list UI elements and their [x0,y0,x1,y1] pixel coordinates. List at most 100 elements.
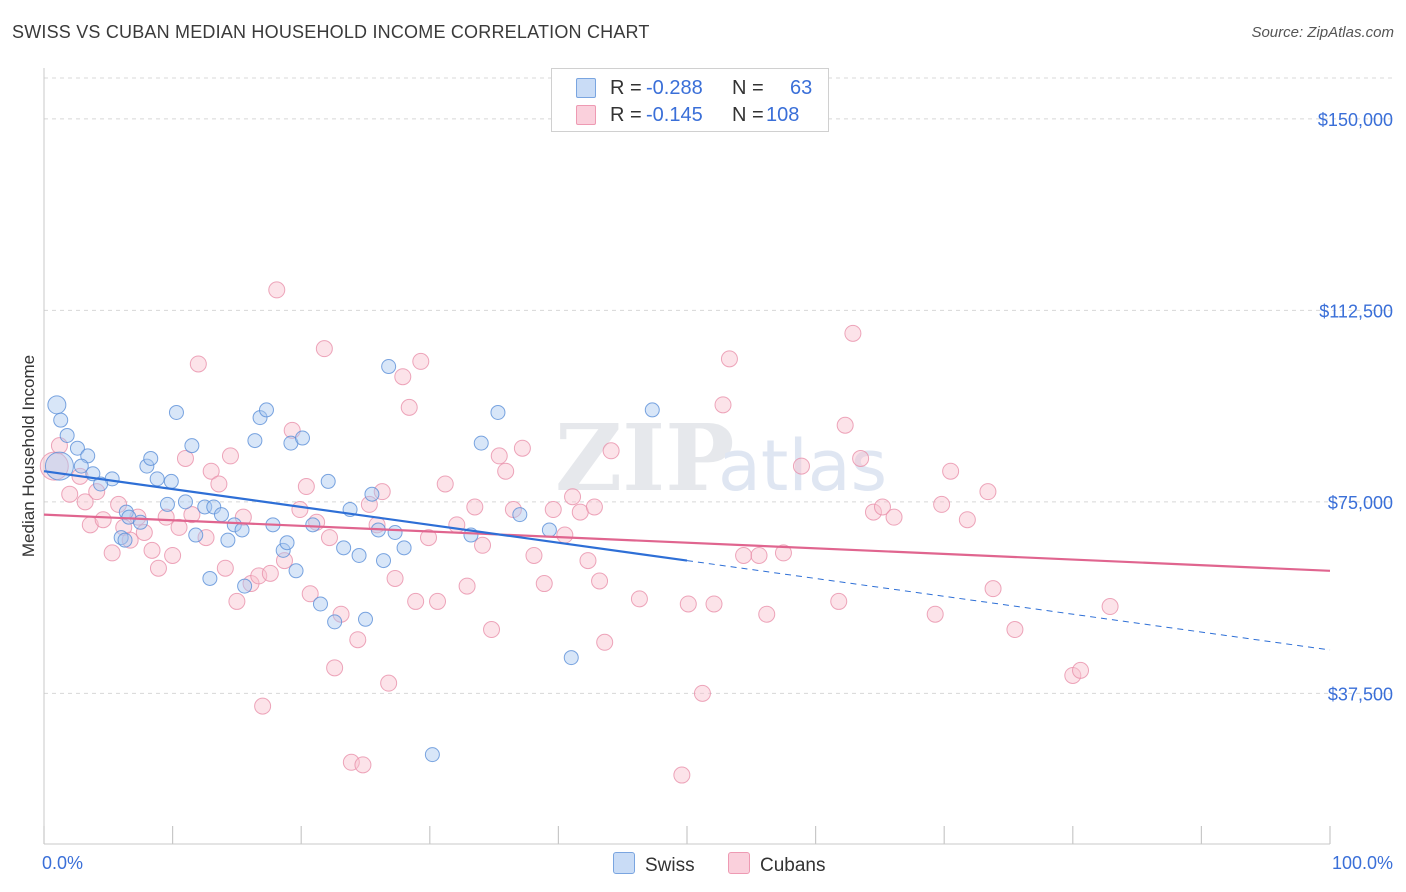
cubans-point [197,529,215,547]
cubans-n-value: 108 [766,104,800,126]
swiss-point [288,563,304,579]
cubans-point [836,416,854,434]
swiss-point [364,486,380,502]
swiss-r-value: -0.288 [646,77,703,99]
cubans-trend-line [43,513,1331,572]
cubans-point [234,508,252,526]
y-tick-label: $37,500 [1328,684,1393,704]
cubans-point [830,592,848,610]
swiss-point [234,522,250,538]
swiss-point [213,507,229,523]
cubans-legend-label: Cubans [760,855,826,876]
cubans-point [373,483,391,501]
cubans-point [774,544,792,562]
cubans-point [591,572,609,590]
swiss-point [143,450,159,466]
cubans-point [714,396,732,414]
swiss-point [237,578,253,594]
cubans-points [39,281,1119,784]
watermark-zip: ZIP [555,404,734,512]
cubans-point [844,324,862,342]
cubans-point [852,449,870,467]
y-tick-label: $150,000 [1318,110,1393,130]
cubans-point [958,511,976,529]
watermark: ZIP atlas [555,404,887,512]
cubans-point [110,495,128,513]
swiss-swatch [576,78,596,98]
cubans-point [673,766,691,784]
cubans-point [301,585,319,603]
swiss-point [247,433,263,449]
cubans-point [268,281,286,299]
cubans-point [513,439,531,457]
cubans-point [942,462,960,480]
cubans-point [864,503,882,521]
cubans-point [579,552,597,570]
swiss-point [396,540,412,556]
cubans-point [202,462,220,480]
cubans-point [210,475,228,493]
swiss-point [644,402,660,418]
swiss-r-label: R = [610,77,642,99]
swiss-point [320,473,336,489]
swiss-point [387,524,403,540]
cubans-point [630,590,648,608]
cubans-swatch [576,105,596,125]
swiss-point [139,458,155,474]
cubans-point [254,697,272,715]
cubans-point [94,511,112,529]
cubans-point [873,498,891,516]
swiss-trend-line [43,470,688,562]
swiss-point [69,440,85,456]
swiss-point [184,438,200,454]
cubans-point [400,398,418,416]
swiss-point [206,499,222,515]
swiss-point [132,514,148,530]
cubans-point [261,564,279,582]
cubans-point [1101,598,1119,616]
cubans-point [88,483,106,501]
cubans-point [354,756,372,774]
cubans-point [135,523,153,541]
swiss-point [381,359,397,375]
swiss-point [358,611,373,627]
cubans-point [291,501,309,519]
cubans-point [420,529,438,547]
cubans-point [750,546,768,564]
cubans-point [1006,621,1024,639]
cubans-point [544,501,562,519]
swiss-point [473,435,489,451]
swiss-point [490,404,506,420]
cubans-point [436,475,454,493]
cubans-point [458,577,476,595]
swiss-point [294,430,310,446]
swiss-point [168,404,184,420]
swiss-point [279,535,295,551]
cubans-point [705,595,723,613]
cubans-legend-swatch [728,852,750,874]
x-tick-label: 100.0% [1332,853,1393,873]
cubans-n-label: N = [732,104,764,126]
swiss-point [512,507,528,523]
cubans-r-label: R = [610,104,642,126]
swiss-point [424,747,440,763]
swiss-point [327,614,343,630]
swiss-point [149,471,165,487]
y-axis-title: Median Household Income [19,355,38,557]
cubans-point [412,352,430,370]
swiss-point [44,451,74,481]
swiss-point [258,402,274,418]
cubans-point [792,457,810,475]
cubans-point [121,531,139,549]
cubans-point [61,485,79,503]
source-label: Source: ZipAtlas.com [1251,24,1394,41]
cubans-point [602,442,620,460]
swiss-point [53,412,69,428]
swiss-point [351,547,367,563]
cubans-point [926,605,944,623]
cubans-point [183,506,201,524]
cubans-point [525,546,543,564]
cubans-point [984,580,1002,598]
cubans-point [720,350,738,368]
